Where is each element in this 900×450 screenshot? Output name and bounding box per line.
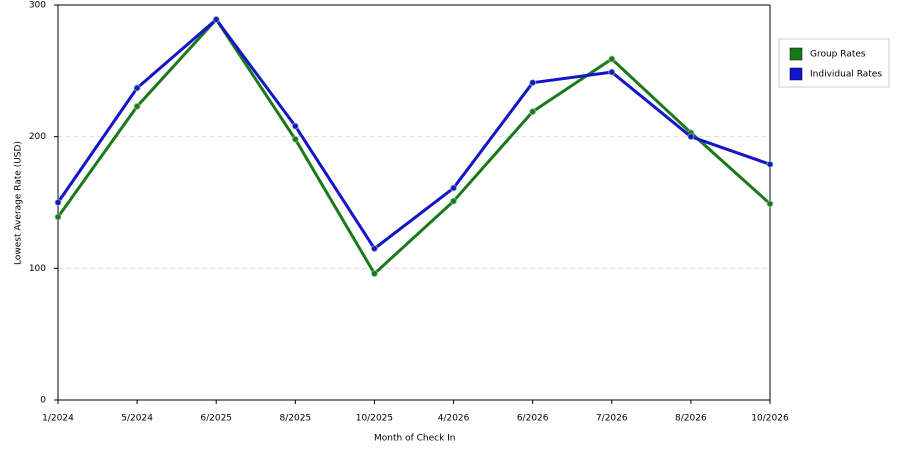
data-point [608,68,616,76]
data-point [133,102,141,110]
x-tick-label: 5/2024 [121,414,153,424]
y-axis-label: Lowest Average Rate (USD) [14,141,24,265]
legend-label: Individual Rates [810,70,882,80]
x-tick-label: 1/2024 [42,414,74,424]
data-point [291,122,299,130]
legend-label: Group Rates [810,50,866,60]
data-point [450,184,458,192]
data-point [370,270,378,278]
x-axis-label: Month of Check In [374,434,456,444]
data-point [529,108,537,116]
data-point [54,213,62,221]
data-point [133,84,141,92]
data-point [291,135,299,143]
legend-swatch [789,47,803,61]
x-tick-label: 6/2026 [517,414,549,424]
x-tick-label: 7/2026 [596,414,628,424]
data-point [766,200,774,208]
series-line [56,17,772,276]
y-tick-label: 300 [29,1,46,11]
y-tick-label: 200 [29,132,46,142]
data-point [450,197,458,205]
x-tick-label: 4/2026 [438,414,470,424]
x-tick-label: 6/2025 [200,414,232,424]
data-point [766,160,774,168]
legend-swatch [789,67,803,81]
data-point [529,79,537,87]
series-line [56,17,771,251]
y-tick-label: 100 [29,264,46,274]
data-point [608,55,616,63]
x-tick-label: 10/2026 [751,414,789,424]
x-tick-label: 8/2026 [675,414,707,424]
data-point [687,133,695,141]
x-tick-label: 8/2025 [279,414,311,424]
data-point [54,199,62,206]
data-point [212,15,220,23]
y-tick-label: 0 [40,396,46,406]
data-point [370,245,378,253]
x-tick-label: 10/2025 [356,414,393,424]
